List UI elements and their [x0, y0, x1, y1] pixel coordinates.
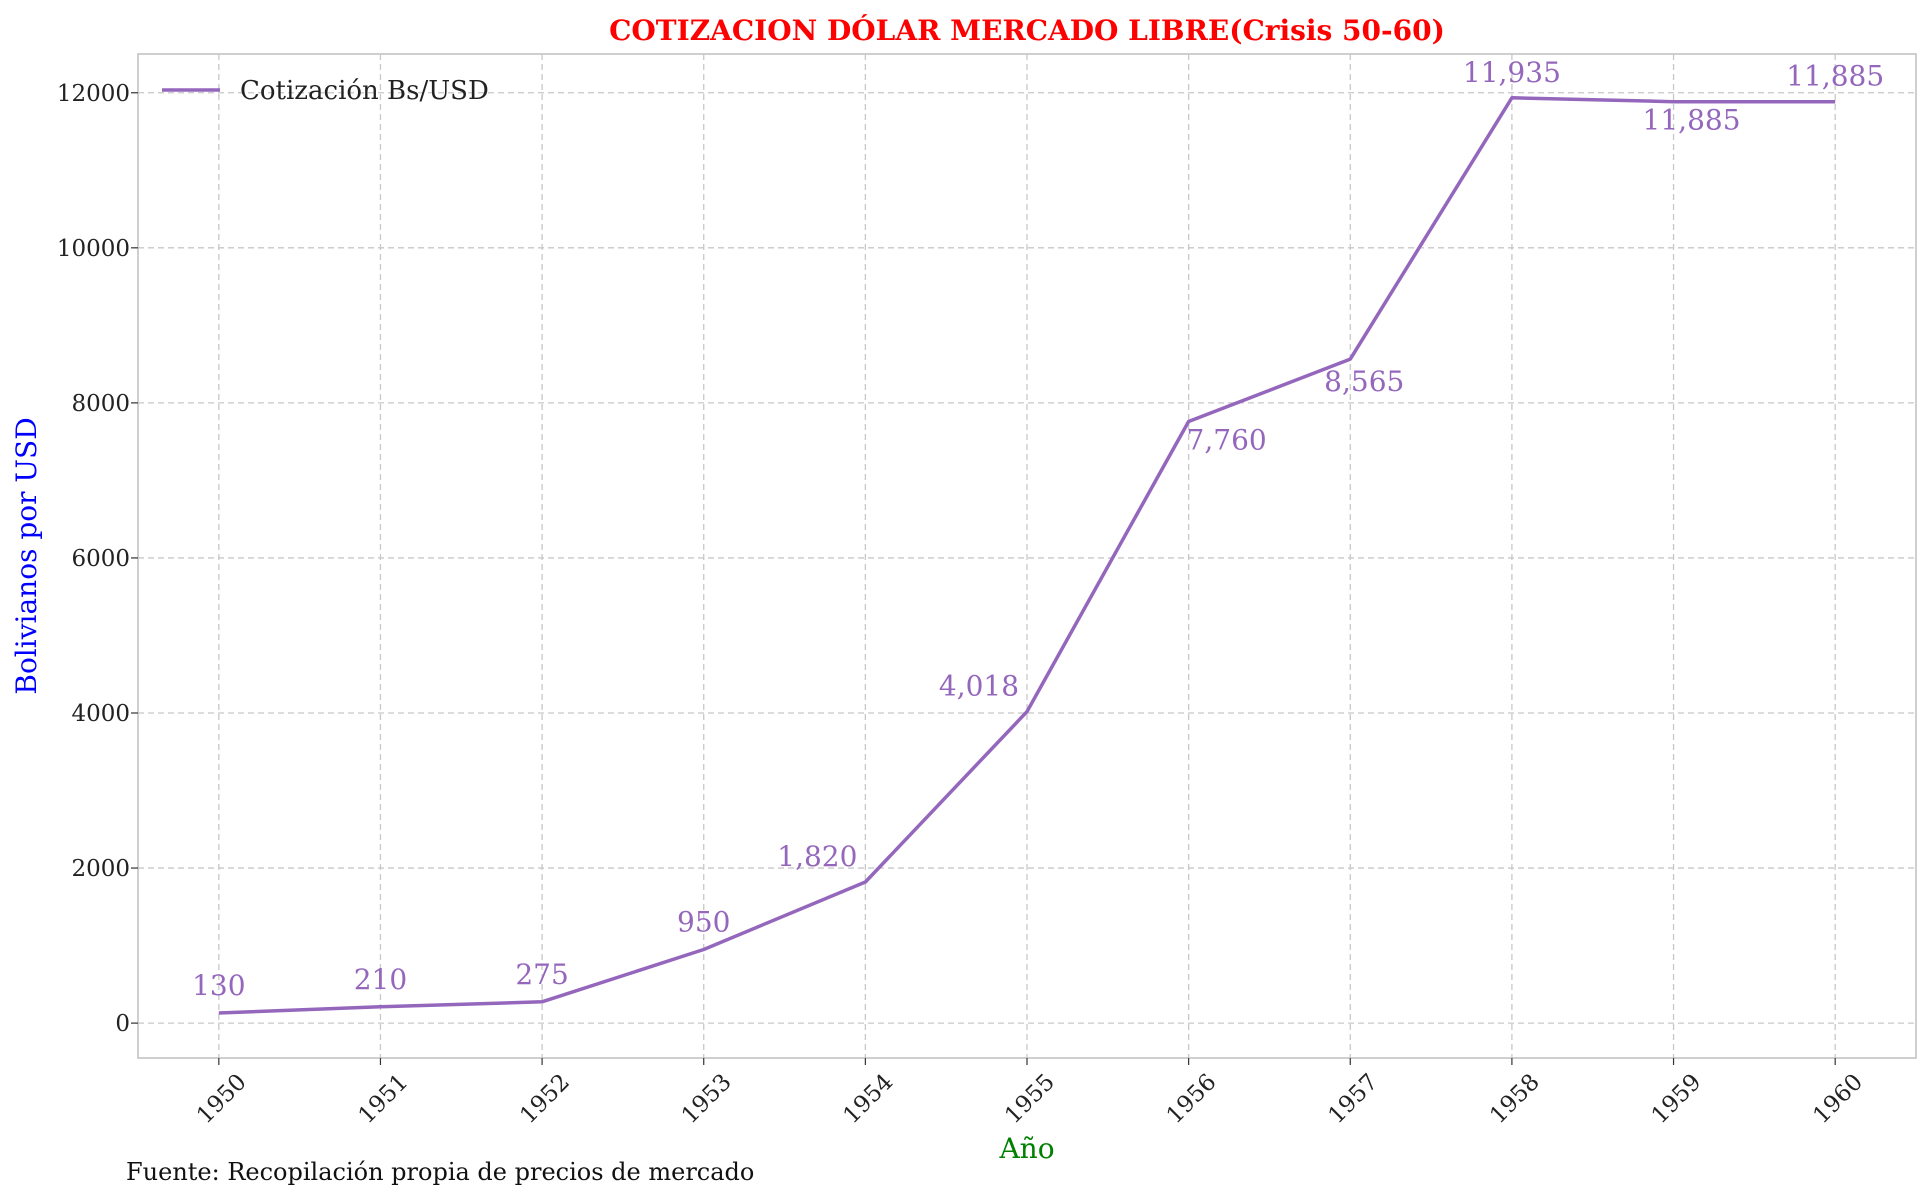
x-tick-label: 1953	[677, 1069, 737, 1129]
legend-label: Cotización Bs/USD	[240, 76, 489, 106]
x-tick-label: 1950	[192, 1069, 252, 1129]
axis-ticks: 1950 1951 1952 1953 1954 1955 1956 1957 1958 1959…	[57, 81, 1868, 1129]
data-label: 950	[677, 905, 730, 938]
data-label: 11,935	[1463, 56, 1561, 89]
x-tick-label: 1954	[839, 1069, 899, 1129]
x-tick-label: 1951	[354, 1069, 414, 1129]
data-label: 8,565	[1324, 365, 1404, 398]
x-tick-label: 1957	[1323, 1069, 1383, 1129]
x-tick-label: 1959	[1647, 1069, 1707, 1129]
data-label: 130	[192, 969, 245, 1002]
y-tick-label: 4000	[71, 701, 130, 727]
source-note: Fuente: Recopilación propia de precios d…	[126, 1158, 754, 1186]
data-label: 1,820	[777, 840, 857, 873]
grid	[138, 54, 1916, 1058]
y-tick-label: 0	[115, 1011, 130, 1037]
data-label: 11,885	[1786, 60, 1884, 93]
x-tick-label: 1958	[1485, 1069, 1545, 1129]
data-label: 11,885	[1643, 104, 1741, 137]
y-tick-label: 12000	[57, 81, 130, 107]
y-tick-label: 8000	[71, 391, 130, 417]
x-tick-label: 1955	[1000, 1069, 1060, 1129]
legend: Cotización Bs/USD	[162, 76, 489, 106]
x-tick-label: 1956	[1162, 1069, 1222, 1129]
data-label: 7,760	[1187, 423, 1267, 456]
data-label: 210	[354, 963, 407, 996]
y-tick-label: 6000	[71, 546, 130, 572]
y-tick-label: 10000	[57, 236, 130, 262]
data-label: 4,018	[939, 670, 1019, 703]
chart-title: COTIZACION DÓLAR MERCADO LIBRE(Crisis 50…	[609, 13, 1445, 47]
x-tick-label: 1960	[1808, 1069, 1868, 1129]
data-labels: 130 210 275 950 1,820 4,018 7,760 8,565 11,935 11…	[192, 56, 1884, 1002]
y-axis-label: Bolivianos por USD	[10, 417, 43, 694]
data-label: 275	[515, 958, 568, 991]
y-tick-label: 2000	[71, 856, 130, 882]
x-tick-label: 1952	[515, 1069, 575, 1129]
series-line-cotizacion	[218, 96, 1836, 1015]
x-axis-label: Año	[998, 1132, 1054, 1165]
